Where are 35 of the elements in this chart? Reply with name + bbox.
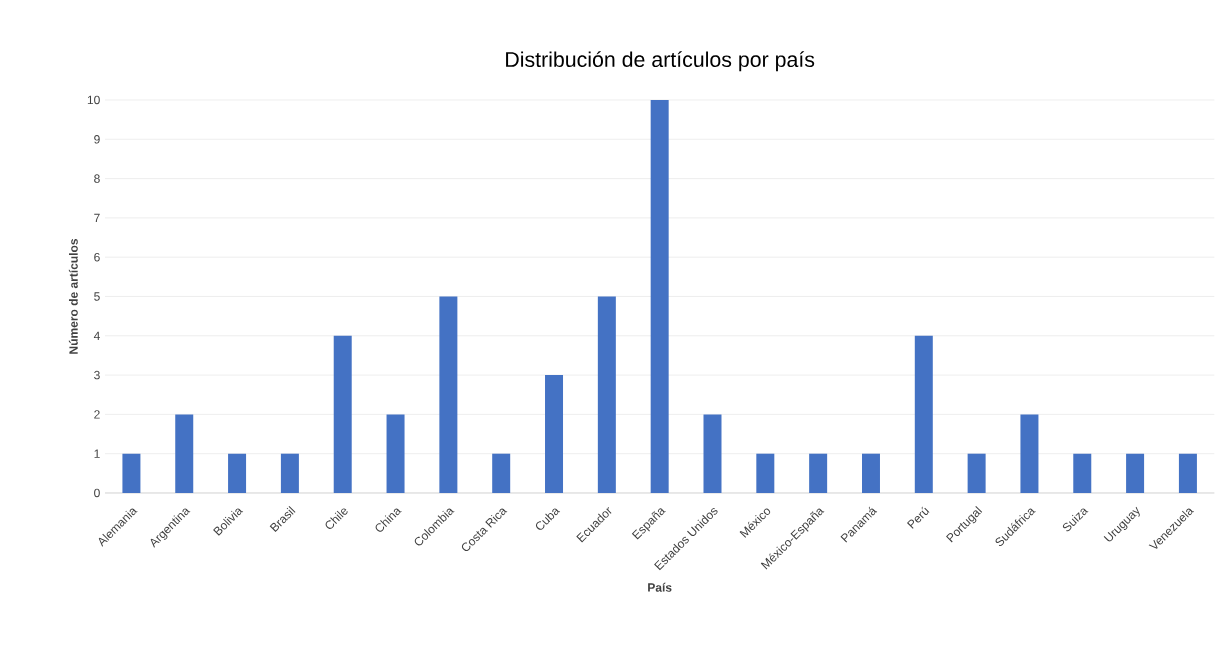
y-tick-label: 3 — [94, 370, 100, 380]
bar — [703, 414, 722, 493]
bar — [1178, 453, 1197, 493]
bar — [439, 296, 458, 493]
bar — [122, 453, 141, 493]
bar — [545, 375, 564, 493]
bar — [333, 335, 352, 493]
bar — [228, 453, 247, 493]
bar — [1020, 414, 1039, 493]
y-tick-label: 9 — [94, 135, 100, 144]
y-tick-label: 1 — [94, 449, 100, 458]
bar — [492, 453, 511, 493]
bar — [280, 453, 299, 493]
bar — [386, 414, 405, 493]
y-tick-label: 8 — [94, 174, 100, 183]
bar — [597, 296, 616, 493]
y-tick-label: 2 — [94, 410, 100, 419]
y-axis-title: Número de artículos — [68, 238, 78, 354]
bar — [861, 453, 880, 493]
y-tick-label: 7 — [94, 213, 100, 223]
bar — [967, 453, 986, 493]
bar — [650, 99, 669, 493]
y-tick-label: 10 — [87, 95, 100, 105]
bar — [756, 453, 775, 493]
y-tick-label: 4 — [93, 331, 100, 340]
bar — [1126, 453, 1145, 493]
chart-title: Distribución de artículos por país — [506, 51, 815, 72]
y-tick-label: 0 — [94, 488, 100, 498]
bar — [175, 414, 194, 493]
x-axis-title: País — [648, 582, 672, 592]
bar — [1073, 453, 1092, 493]
y-tick-label: 6 — [94, 252, 100, 262]
bar — [914, 335, 933, 493]
bar — [809, 453, 828, 493]
y-tick-label: 5 — [94, 292, 100, 301]
